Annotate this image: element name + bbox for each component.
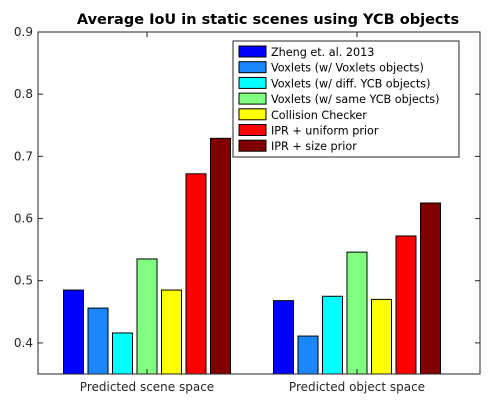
legend-label-7: IPR + size prior (271, 140, 357, 153)
y-tick-label: 0.6 (14, 212, 33, 226)
bar-2-1 (87, 307, 109, 375)
legend-label-5: Collision Checker (271, 109, 367, 122)
y-tick-label: 0.4 (14, 336, 33, 350)
y-tick-label: 0.5 (14, 274, 33, 288)
legend-box (232, 40, 460, 158)
bar-5-1 (161, 289, 182, 375)
bar-5-2 (371, 298, 392, 375)
y-tick-label: 0.9 (14, 25, 33, 39)
bar-1-2 (273, 300, 294, 375)
bar-4-1 (136, 258, 158, 375)
y-axis: 0.4 0.5 0.6 0.7 0.8 0.9 (14, 25, 480, 350)
legend-label-3: Voxlets (w/ diff. YCB objects) (271, 77, 430, 90)
legend-swatch-2 (238, 61, 267, 74)
x-tick-label: Predicted object space (289, 380, 425, 394)
bar-7-2 (420, 202, 441, 375)
bar-3-2 (322, 295, 343, 375)
bar-7-1 (210, 137, 231, 375)
legend-swatch-6 (238, 124, 267, 136)
x-tick-label: Predicted scene space (80, 380, 214, 394)
bar-3-1 (112, 332, 133, 375)
legend-swatch-3 (238, 76, 267, 89)
plot-frame (37, 31, 481, 375)
legend-swatch-1 (238, 45, 267, 58)
legend-swatch-4 (238, 92, 267, 105)
legend-label-4: Voxlets (w/ same YCB objects) (271, 93, 439, 106)
x-axis: Predicted scene space Predicted object sp… (80, 32, 425, 394)
bar-1-1 (63, 289, 84, 375)
legend-label-1: Zheng et. al. 2013 (271, 46, 374, 59)
legend: Zheng et. al. 2013 Voxlets (w/ Voxlets ob… (232, 40, 460, 158)
y-tick-label: 0.8 (14, 87, 33, 101)
y-tick-label: 0.7 (14, 149, 33, 163)
bars-group (63, 137, 441, 375)
chart-title: Average IoU in static scenes using YCB o… (77, 12, 459, 28)
bar-4-2 (346, 251, 368, 375)
bar-2-2 (297, 335, 319, 375)
legend-label-6: IPR + uniform prior (271, 125, 379, 138)
legend-swatch-7 (238, 139, 267, 152)
legend-swatch-5 (238, 108, 267, 121)
bar-6-2 (395, 235, 417, 375)
bar-6-1 (185, 173, 207, 375)
legend-label-2: Voxlets (w/ Voxlets objects) (271, 62, 424, 75)
